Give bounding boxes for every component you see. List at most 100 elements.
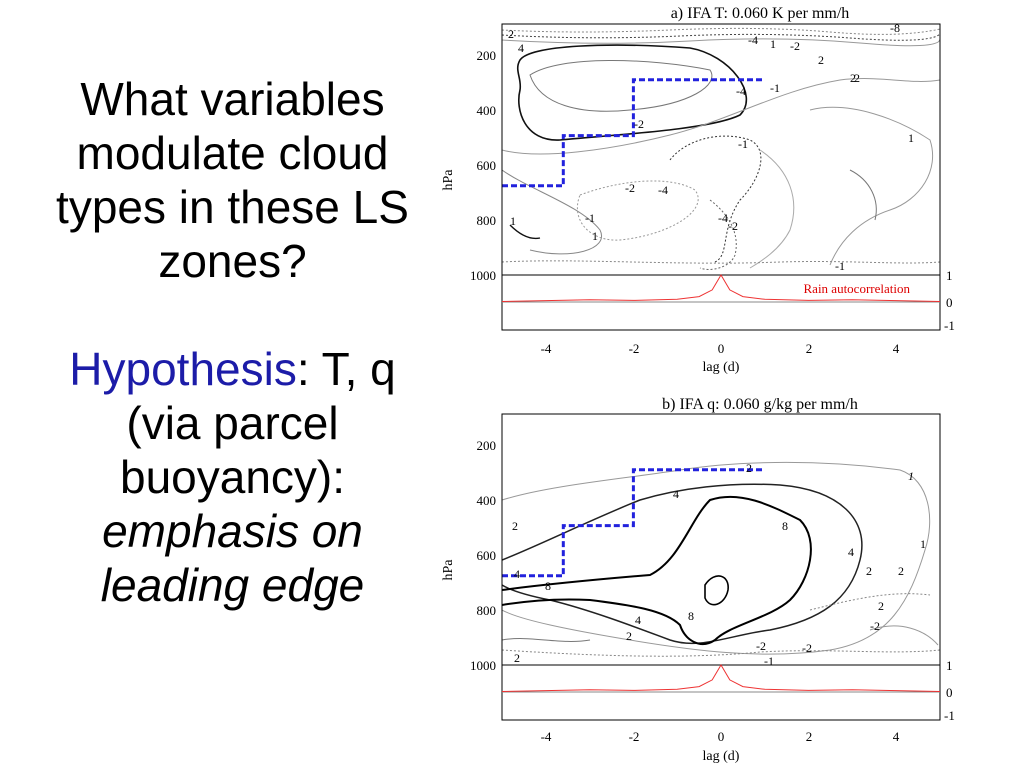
contour-label: -4 xyxy=(748,33,758,47)
contour-line xyxy=(529,60,713,112)
panel-b-right-ticks: 1 0 -1 xyxy=(944,658,955,723)
panel-b-x-ticks: -4 -2 0 2 4 xyxy=(541,729,900,744)
contour-label: 8 xyxy=(545,579,551,593)
contour-label: -1 xyxy=(835,259,845,273)
contour-label: 1 xyxy=(908,131,914,145)
contour-label: 8 xyxy=(782,519,788,533)
contour-line xyxy=(809,106,934,266)
contour-label: 4 xyxy=(518,41,524,55)
panel-a-right-ticks: 1 0 -1 xyxy=(944,268,955,333)
contour-line xyxy=(576,180,699,241)
question-text: What variables modulate cloud types in t… xyxy=(56,73,409,287)
y-tick-label: 600 xyxy=(477,548,497,563)
contour-label: 4 xyxy=(673,487,679,501)
contour-label: 8 xyxy=(688,609,694,623)
y-tick-label: 800 xyxy=(477,213,497,228)
contour-label: 2 xyxy=(850,71,856,85)
contour-label: 2 xyxy=(898,564,904,578)
right-tick-label: 0 xyxy=(946,295,953,310)
x-tick-label: -2 xyxy=(629,341,640,356)
y-tick-label: 200 xyxy=(477,48,497,63)
x-tick-label: -4 xyxy=(541,341,552,356)
x-tick-label: 0 xyxy=(718,341,725,356)
panel-a-ylabel: hPa xyxy=(441,169,456,191)
contour-label: -1 xyxy=(738,137,748,151)
contour-label: -2 xyxy=(728,219,738,233)
contour-line xyxy=(502,38,940,47)
x-tick-label: -2 xyxy=(629,729,640,744)
y-tick-label: 200 xyxy=(477,438,497,453)
panel-a-frame xyxy=(501,23,941,331)
panel-b: b) IFA q: 0.060 g/kg per mm/h 2 1 4 8 2 … xyxy=(441,396,955,764)
contour-label: 4 xyxy=(514,567,520,581)
panel-a-xlabel: lag (d) xyxy=(703,360,740,375)
panel-b-title: b) IFA q: 0.060 g/kg per mm/h xyxy=(662,396,858,413)
panel-b-contours xyxy=(502,461,940,657)
leading-edge-box xyxy=(502,78,765,188)
contour-label: -2 xyxy=(634,117,644,131)
x-tick-label: 2 xyxy=(806,729,813,744)
panel-b-ylabel: hPa xyxy=(441,559,456,581)
contour-line xyxy=(502,33,940,41)
contour-line xyxy=(699,199,737,270)
contour-label: -8 xyxy=(890,21,900,35)
contour-label: 2 xyxy=(866,564,872,578)
contour-line xyxy=(749,149,795,269)
contour-line xyxy=(509,224,541,240)
x-tick-label: 4 xyxy=(893,729,900,744)
right-tick-label: 0 xyxy=(946,685,953,700)
contour-label: -2 xyxy=(625,181,635,195)
contour-label: 2 xyxy=(878,599,884,613)
contour-line xyxy=(516,44,747,141)
panel-a-y-ticks: 200 400 600 800 1000 xyxy=(470,48,496,283)
contour-figure: a) IFA T: 0.060 K per mm/h xyxy=(441,5,955,764)
y-tick-label: 400 xyxy=(477,103,497,118)
contour-label: 2 xyxy=(818,53,824,67)
y-tick-label: 800 xyxy=(477,603,497,618)
contour-label: -4 xyxy=(718,211,728,225)
hypothesis-rest: : T, q (via parcel buoyancy): xyxy=(119,343,396,503)
emphasis-text: emphasis on leading edge xyxy=(100,505,365,611)
rain-autocorrelation-line xyxy=(501,664,941,692)
contour-line xyxy=(502,27,940,35)
x-tick-label: 0 xyxy=(718,729,725,744)
panel-a-x-ticks: -4 -2 0 2 4 xyxy=(541,341,900,356)
contour-line xyxy=(809,593,931,611)
contour-label: 4 xyxy=(635,613,641,627)
panel-b-contour-labels: 2 1 4 8 2 4 1 4 2 2 8 4 8 2 -2 -1 2 -2 2… xyxy=(512,461,926,668)
contour-label: -2 xyxy=(756,639,766,653)
y-tick-label: 1000 xyxy=(470,268,496,283)
contour-label: 2 xyxy=(746,461,752,475)
contour-label: -1 xyxy=(585,211,595,225)
panel-b-y-ticks: 200 400 600 800 1000 xyxy=(470,438,496,673)
contour-label: -2 xyxy=(870,619,880,633)
rain-autocorrelation-line xyxy=(501,274,941,302)
contour-line xyxy=(502,461,931,655)
panel-b-xlabel: lag (d) xyxy=(703,749,740,764)
contour-label: 2 xyxy=(626,629,632,643)
contour-label: 2 xyxy=(512,519,518,533)
contour-label: 1 xyxy=(908,469,914,483)
contour-line xyxy=(502,638,591,642)
panel-a-contour-labels: 2 4 1 -4 -2 -8 2 2 -4 -1 -2 -1 1 -4 -1 -… xyxy=(508,21,914,273)
contour-label: 4 xyxy=(848,545,854,559)
y-tick-label: 600 xyxy=(477,158,497,173)
contour-label: 2 xyxy=(508,27,514,41)
x-tick-label: 4 xyxy=(893,341,900,356)
contour-label: -2 xyxy=(802,641,812,655)
contour-label: 1 xyxy=(770,37,776,51)
hypothesis-text: Hypothesis: T, q (via parcel buoyancy): xyxy=(30,342,435,504)
contour-line xyxy=(669,135,762,263)
contour-line xyxy=(502,495,812,645)
contour-label: 2 xyxy=(514,651,520,665)
contour-label: 2 xyxy=(854,71,860,85)
x-tick-label: 2 xyxy=(806,341,813,356)
contour-line xyxy=(502,260,940,264)
contour-line xyxy=(502,78,940,155)
contour-label: -4 xyxy=(658,183,668,197)
contour-line xyxy=(849,169,877,221)
panel-b-frame xyxy=(501,413,941,721)
right-tick-label: -1 xyxy=(944,708,955,723)
contour-label: -1 xyxy=(764,654,774,668)
panel-a: a) IFA T: 0.060 K per mm/h xyxy=(441,5,955,375)
